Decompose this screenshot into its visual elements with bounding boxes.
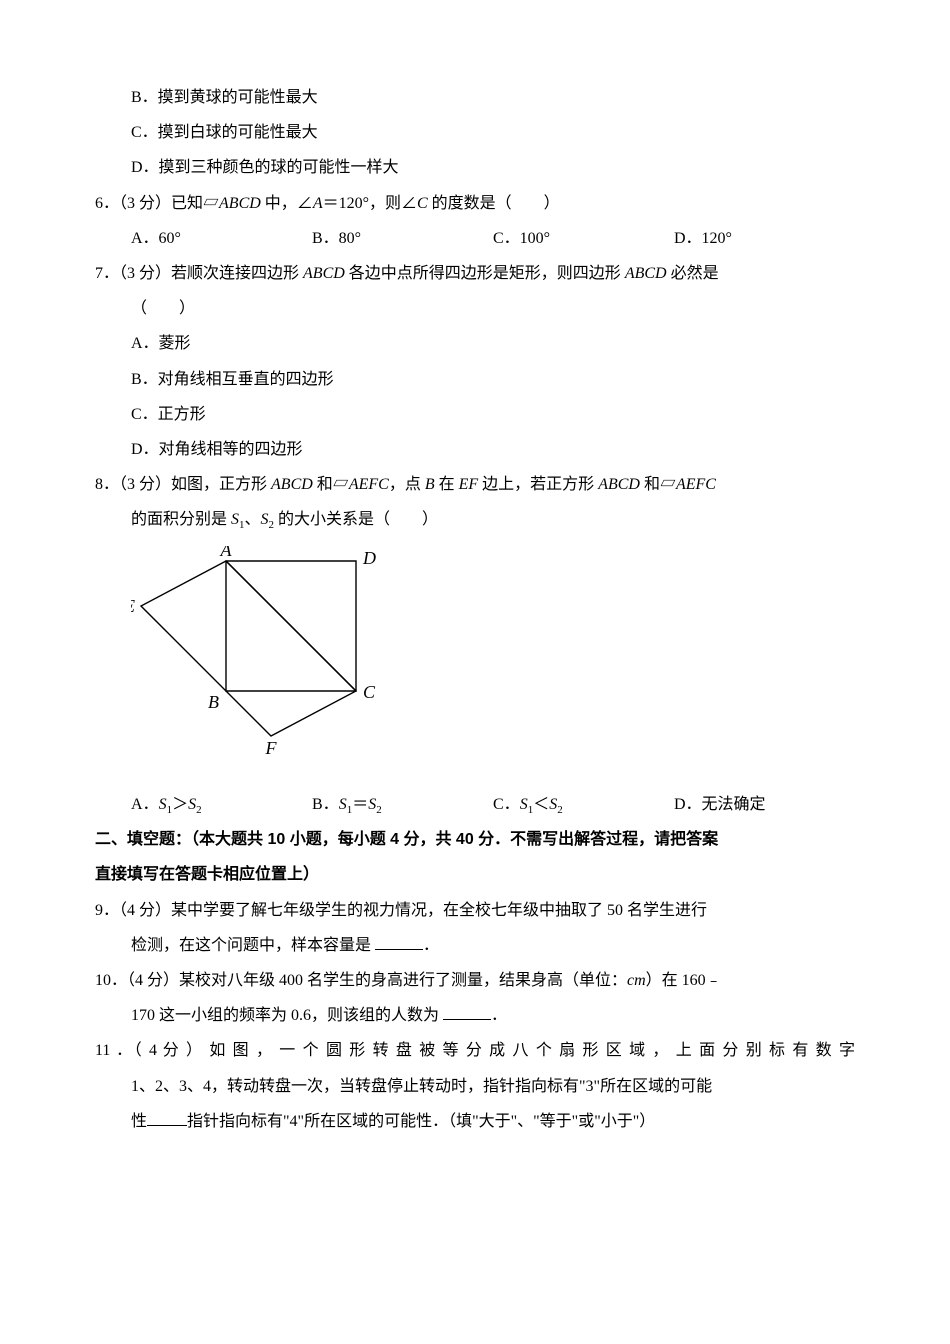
q6-option-b: B．80° bbox=[312, 221, 493, 256]
label-F: F bbox=[265, 738, 278, 758]
q10-t2: ）在 160﹣ bbox=[646, 972, 722, 989]
q8-option-c: C．S1＜S2 bbox=[493, 787, 674, 822]
section2-heading-line1: 二、填空题：（本大题共 10 小题，每小题 4 分，共 40 分．不需写出解答过… bbox=[95, 822, 855, 857]
q10-blank[interactable] bbox=[443, 1003, 491, 1020]
q8-option-b: B．S1＝S2 bbox=[312, 787, 493, 822]
q8-t4: 在 bbox=[435, 476, 459, 493]
q8-S2: S bbox=[261, 511, 269, 528]
q7-option-c: C．正方形 bbox=[95, 397, 855, 432]
q5-option-d: D．摸到三种颜色的球的可能性一样大 bbox=[95, 150, 855, 185]
q9-line2: 检测，在这个问题中，样本容量是 ． bbox=[95, 928, 855, 963]
q9-l2a: 检测，在这个问题中，样本容量是 bbox=[131, 937, 375, 954]
q9-blank[interactable] bbox=[375, 933, 423, 950]
q10-t1: 10．（4 分）某校对八年级 400 名学生的身高进行了测量，结果身高（单位： bbox=[95, 972, 627, 989]
q8b-pre: B． bbox=[312, 796, 339, 813]
q7-stem-line2: （ ） bbox=[95, 291, 855, 326]
q6-t3: ＝120°，则∠ bbox=[323, 195, 417, 212]
q8-stem-line1: 8．（3 分）如图，正方形 ABCD 和▱AEFC，点 B 在 EF 边上，若正… bbox=[95, 467, 855, 502]
q10-line2: 170 这一小组的频率为 0.6，则该组的人数为 ． bbox=[95, 998, 855, 1033]
q7-option-b: B．对角线相互垂直的四边形 bbox=[95, 362, 855, 397]
q8-i5: ABCD bbox=[598, 476, 640, 493]
q7-abcd2: ABCD bbox=[625, 265, 667, 282]
q8a-s1: S bbox=[159, 796, 167, 813]
q8a-2: 2 bbox=[196, 804, 202, 816]
q8b-2: 2 bbox=[376, 804, 382, 816]
q8-i3: B bbox=[425, 476, 435, 493]
q7-t2: 各边中点所得四边形是矩形，则四边形 bbox=[345, 265, 625, 282]
label-D: D bbox=[362, 548, 376, 568]
q10-line1: 10．（4 分）某校对八年级 400 名学生的身高进行了测量，结果身高（单位：c… bbox=[95, 963, 855, 998]
q9-line1: 9．（4 分）某中学要了解七年级学生的视力情况，在全校七年级中抽取了 50 名学… bbox=[95, 893, 855, 928]
label-A: A bbox=[220, 546, 233, 560]
q8-option-a: A．S1＞S2 bbox=[131, 787, 312, 822]
q6-option-c: C．100° bbox=[493, 221, 674, 256]
q8-i2: AEFC bbox=[349, 476, 389, 493]
exam-page: B．摸到黄球的可能性最大 C．摸到白球的可能性最大 D．摸到三种颜色的球的可能性… bbox=[0, 0, 950, 1199]
q6-option-d: D．120° bbox=[674, 221, 855, 256]
q8-S1: S bbox=[231, 511, 239, 528]
label-C: C bbox=[363, 682, 376, 702]
q8c-2: 2 bbox=[557, 804, 563, 816]
q10-cm: cm bbox=[627, 972, 646, 989]
q8-figure: A D E B C F bbox=[131, 546, 855, 779]
q11-line1: 11 ．（ 4 分 ） 如 图 ， 一 个 圆 形 转 盘 被 等 分 成 八 … bbox=[95, 1033, 855, 1068]
q8-option-d: D．无法确定 bbox=[674, 787, 855, 822]
q8b-op: ＝ bbox=[352, 796, 368, 813]
q11-l3b: 指针指向标有"4"所在区域的可能性．（填"大于"、"等于"或"小于"） bbox=[187, 1113, 655, 1130]
q8-t1: 8．（3 分）如图，正方形 bbox=[95, 476, 271, 493]
parallelogram-aefc bbox=[141, 561, 356, 736]
q5-option-c: C．摸到白球的可能性最大 bbox=[95, 115, 855, 150]
q8c-s1: S bbox=[520, 796, 528, 813]
q8-i1: ABCD bbox=[271, 476, 313, 493]
q6-option-a: A．60° bbox=[131, 221, 312, 256]
q6-t4: 的度数是（ ） bbox=[428, 195, 560, 212]
q6-options: A．60° B．80° C．100° D．120° bbox=[95, 221, 855, 256]
q6-A: A bbox=[313, 195, 323, 212]
q8-svg: A D E B C F bbox=[131, 546, 391, 766]
q7-stem: 7．（3 分）若顺次连接四边形 ABCD 各边中点所得四边形是矩形，则四边形 A… bbox=[95, 256, 855, 291]
q7-option-a: A．菱形 bbox=[95, 326, 855, 361]
q8-l2a: 的面积分别是 bbox=[131, 511, 231, 528]
q8b-s2: S bbox=[368, 796, 376, 813]
q7-option-d: D．对角线相等的四边形 bbox=[95, 432, 855, 467]
q8c-s2: S bbox=[549, 796, 557, 813]
q6-t2: 中，∠ bbox=[261, 195, 313, 212]
q8-t5: 边上，若正方形 bbox=[478, 476, 598, 493]
q8-t6: 和▱ bbox=[640, 476, 676, 493]
q7-abcd1: ABCD bbox=[303, 265, 345, 282]
q8-l2e: 的大小关系是（ ） bbox=[274, 511, 438, 528]
q6-stem: 6．（3 分）已知▱ABCD 中，∠A＝120°，则∠C 的度数是（ ） bbox=[95, 186, 855, 221]
q7-t1: 7．（3 分）若顺次连接四边形 bbox=[95, 265, 303, 282]
q5-option-b: B．摸到黄球的可能性最大 bbox=[95, 80, 855, 115]
q7-t3: 必然是 bbox=[667, 265, 719, 282]
q8c-op: ＜ bbox=[533, 796, 549, 813]
q8-options: A．S1＞S2 B．S1＝S2 C．S1＜S2 D．无法确定 bbox=[95, 787, 855, 822]
q11-line3: 性 指针指向标有"4"所在区域的可能性．（填"大于"、"等于"或"小于"） bbox=[95, 1104, 855, 1139]
q8-i4: EF bbox=[459, 476, 479, 493]
q8-t2: 和▱ bbox=[313, 476, 349, 493]
q11-blank[interactable] bbox=[147, 1109, 187, 1126]
section2-heading-line2: 直接填写在答题卡相应位置上） bbox=[95, 857, 855, 892]
q8-i6: AEFC bbox=[676, 476, 716, 493]
label-E: E bbox=[131, 596, 135, 616]
q6-abcd: ABCD bbox=[219, 195, 261, 212]
q8a-op: ＞ bbox=[172, 796, 188, 813]
diagonal-ac bbox=[226, 561, 356, 691]
q10-l2b: ． bbox=[491, 1007, 507, 1024]
q11-line2: 1、2、3、4，转动转盘一次，当转盘停止转动时，指针指向标有"3"所在区域的可能 bbox=[95, 1069, 855, 1104]
q8-stem-line2: 的面积分别是 S1、S2 的大小关系是（ ） bbox=[95, 502, 855, 537]
q8-l2c: 、 bbox=[245, 511, 261, 528]
label-B: B bbox=[208, 692, 219, 712]
q8-t3: ，点 bbox=[389, 476, 425, 493]
q11-l3a: 性 bbox=[131, 1113, 147, 1130]
q6-t1: 6．（3 分）已知▱ bbox=[95, 195, 219, 212]
q8a-pre: A． bbox=[131, 796, 159, 813]
q8a-s2: S bbox=[188, 796, 196, 813]
q9-l2b: ． bbox=[423, 937, 439, 954]
q8c-pre: C． bbox=[493, 796, 520, 813]
q10-l2a: 170 这一小组的频率为 0.6，则该组的人数为 bbox=[131, 1007, 443, 1024]
q6-C: C bbox=[417, 195, 428, 212]
q8b-s1: S bbox=[339, 796, 347, 813]
